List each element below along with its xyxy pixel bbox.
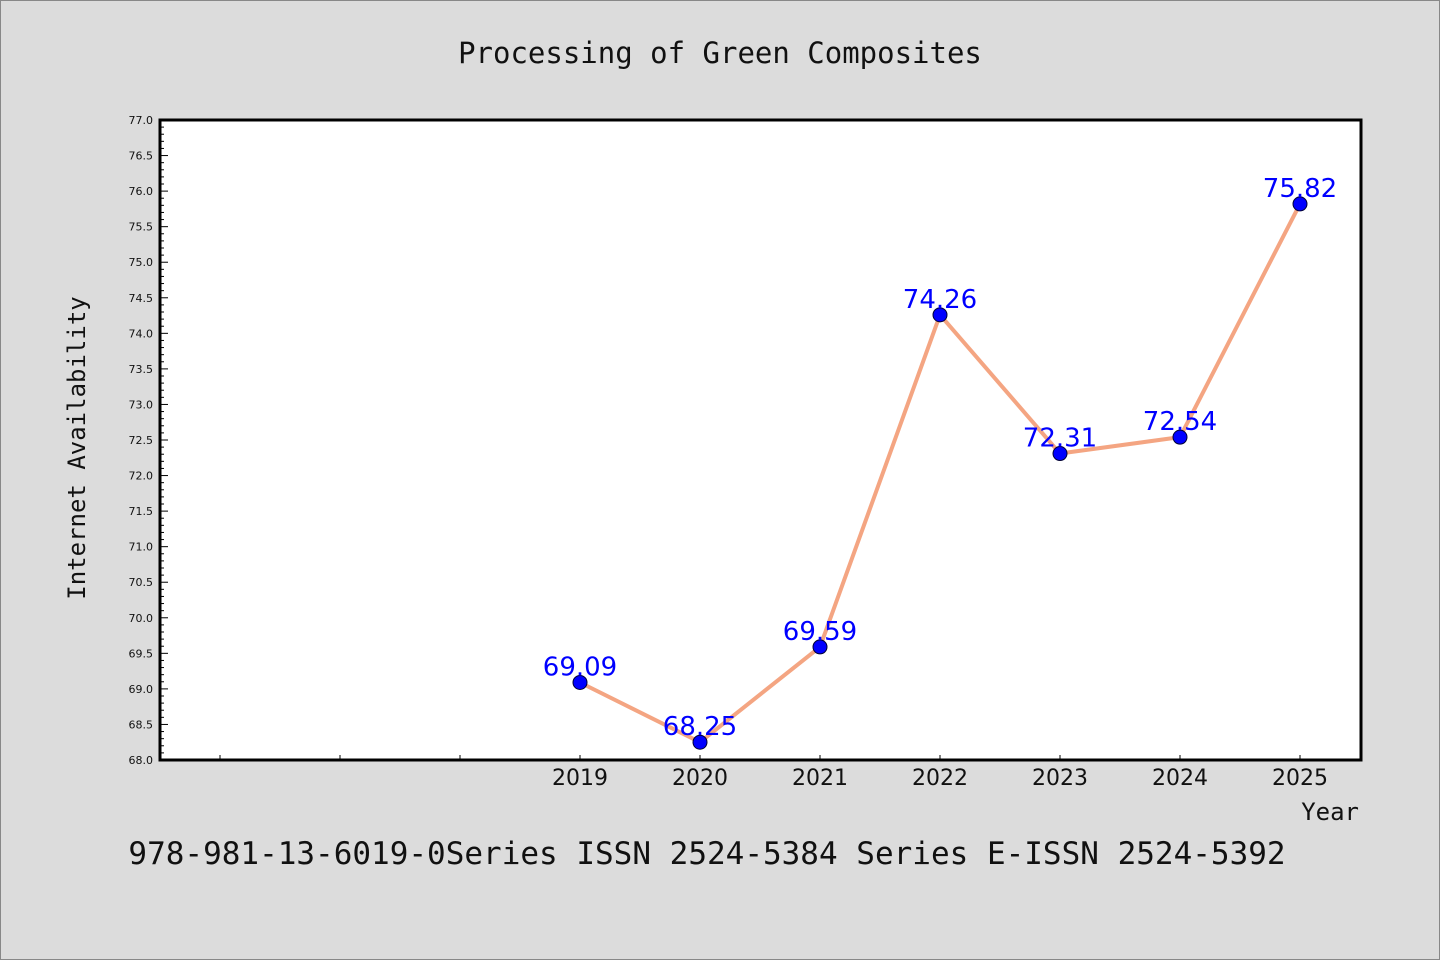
data-point bbox=[1172, 429, 1188, 445]
x-tick-label: 2022 bbox=[912, 766, 968, 791]
y-tick-label: 70.5 bbox=[129, 576, 154, 589]
x-tick-label: 2025 bbox=[1272, 766, 1328, 791]
y-axis-label: Internet Availability bbox=[63, 296, 91, 599]
data-point bbox=[932, 307, 948, 323]
y-tick-label: 73.5 bbox=[129, 363, 154, 376]
y-tick-label: 69.5 bbox=[129, 647, 154, 660]
data-label: 69.09 bbox=[543, 652, 617, 682]
data-label: 69.59 bbox=[783, 617, 857, 647]
x-tick-label: 2023 bbox=[1032, 766, 1088, 791]
y-axis: 68.0 68.5 69.0 69.5 70.0 70.5 71.0 71.5 72.0 72.5… bbox=[129, 114, 168, 767]
x-tick-label: 2020 bbox=[672, 766, 728, 791]
data-point bbox=[1292, 196, 1308, 212]
y-tick-label: 71.0 bbox=[129, 541, 154, 554]
y-tick-label: 74.0 bbox=[129, 327, 154, 340]
footer-isbn-issn: 978-981-13-6019-0Series ISSN 2524-5384 S… bbox=[128, 836, 1285, 872]
x-tick-label: 2024 bbox=[1152, 766, 1208, 791]
data-label: 75.82 bbox=[1263, 174, 1337, 204]
x-axis-label: Year bbox=[1301, 798, 1359, 826]
data-point bbox=[572, 674, 588, 690]
y-tick-label: 75.5 bbox=[129, 221, 154, 234]
chart-title: Processing of Green Composites bbox=[458, 36, 982, 70]
data-point bbox=[692, 734, 708, 750]
y-tick-label: 73.0 bbox=[129, 398, 154, 411]
y-tick-label: 76.0 bbox=[129, 185, 154, 198]
data-label: 74.26 bbox=[903, 285, 977, 315]
y-tick-label: 72.0 bbox=[129, 470, 154, 483]
y-tick-label: 69.0 bbox=[129, 683, 154, 696]
data-label: 72.54 bbox=[1143, 407, 1217, 437]
y-tick-label: 68.0 bbox=[129, 754, 154, 767]
data-labels: 69.09 68.25 69.59 74.26 72.31 72.54 75.82 bbox=[543, 174, 1337, 742]
y-tick-label: 71.5 bbox=[129, 505, 154, 518]
y-tick-label: 75.0 bbox=[129, 256, 154, 269]
x-axis: 2019 2020 2021 2022 2023 2024 2025 bbox=[219, 755, 1328, 791]
series-markers bbox=[572, 196, 1308, 750]
data-label: 68.25 bbox=[663, 712, 737, 742]
y-tick-label: 77.0 bbox=[129, 114, 154, 127]
data-label: 72.31 bbox=[1023, 424, 1097, 454]
y-tick-label: 68.5 bbox=[129, 718, 154, 731]
y-tick-label: 76.5 bbox=[129, 150, 154, 163]
data-point bbox=[1052, 446, 1068, 462]
x-tick-label: 2019 bbox=[552, 766, 608, 791]
y-tick-label: 74.5 bbox=[129, 292, 154, 305]
y-tick-label: 72.5 bbox=[129, 434, 154, 447]
x-tick-label: 2021 bbox=[792, 766, 848, 791]
y-tick-label: 70.0 bbox=[129, 612, 154, 625]
data-point bbox=[812, 639, 828, 655]
